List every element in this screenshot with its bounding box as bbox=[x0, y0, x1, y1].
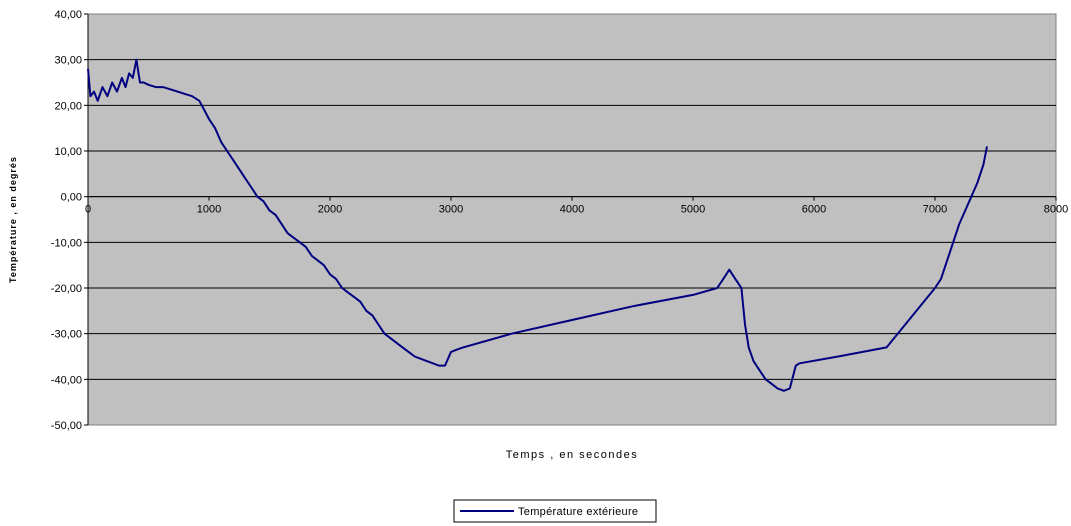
x-tick-label: 3000 bbox=[439, 204, 463, 216]
x-tick-label: 8000 bbox=[1044, 204, 1068, 216]
y-tick-label: -40,00 bbox=[51, 374, 82, 386]
x-tick-label: 6000 bbox=[802, 204, 826, 216]
y-axis-title: Température , en degrés bbox=[8, 156, 18, 283]
legend-label: Température extérieure bbox=[518, 506, 638, 518]
series-line-temperature bbox=[87, 58, 988, 392]
x-tick-label: 7000 bbox=[923, 204, 947, 216]
y-tick-label: 10,00 bbox=[54, 146, 82, 158]
y-tick-label: -30,00 bbox=[51, 329, 82, 341]
y-tick-label: -50,00 bbox=[51, 420, 82, 432]
y-tick-label: 0,00 bbox=[61, 192, 82, 204]
y-tick-label: 40,00 bbox=[54, 9, 82, 21]
x-tick-label: 5000 bbox=[681, 204, 705, 216]
axes-group bbox=[84, 13, 1057, 426]
x-axis-title: Temps , en secondes bbox=[506, 449, 638, 461]
y-tick-label: -10,00 bbox=[51, 237, 82, 249]
plot-area-group bbox=[87, 13, 1057, 426]
x-tick-label: 2000 bbox=[318, 204, 342, 216]
y-tick-label: 20,00 bbox=[54, 100, 82, 112]
legend-box bbox=[453, 499, 657, 523]
x-tick-label: 4000 bbox=[560, 204, 584, 216]
tick-labels-group: 40,00 30,00 20,00 10,00 0,00 -10,00 -20,00 -30,… bbox=[51, 9, 1068, 432]
x-tick-label: 1000 bbox=[197, 204, 221, 216]
series-group bbox=[87, 58, 988, 392]
y-tick-label: -20,00 bbox=[51, 283, 82, 295]
legend: Température extérieure bbox=[453, 499, 657, 523]
x-tick-label: 0 bbox=[85, 204, 91, 216]
plot-area bbox=[87, 13, 1057, 426]
y-tick-label: 30,00 bbox=[54, 55, 82, 67]
